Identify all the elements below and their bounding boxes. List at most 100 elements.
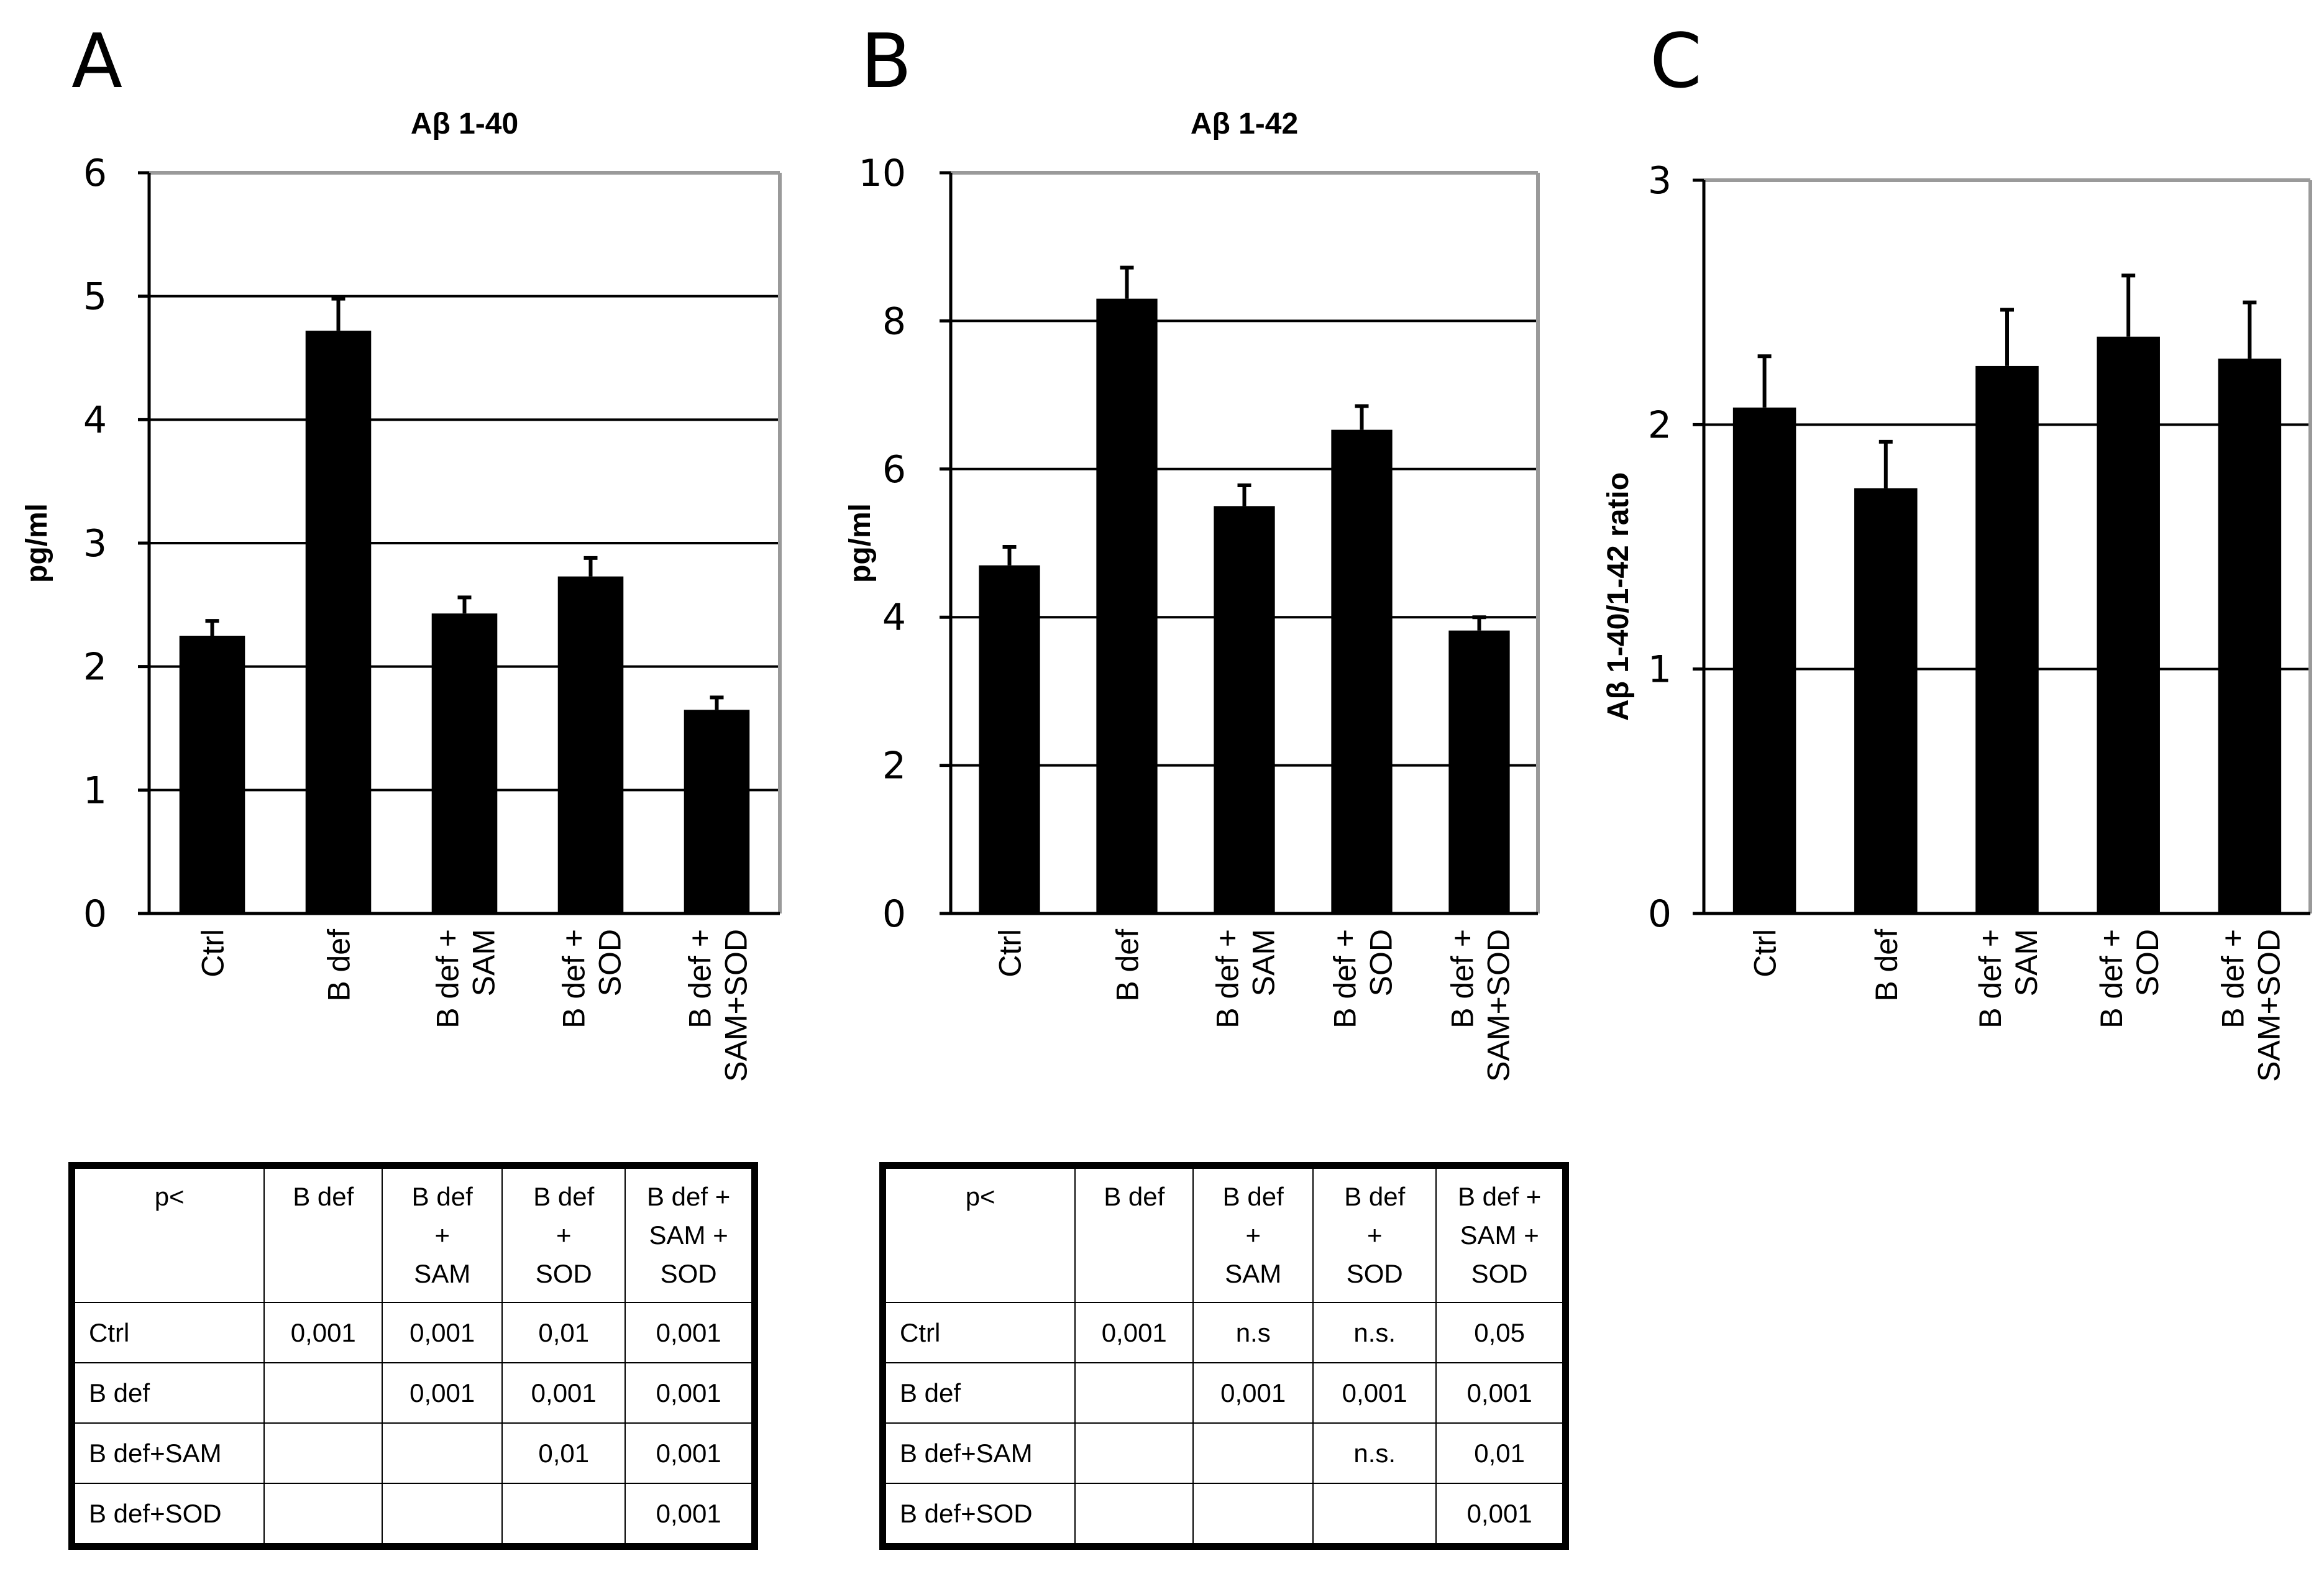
table-row: B def 0,001 0,001 0,001 bbox=[882, 1362, 1567, 1424]
bar bbox=[1854, 488, 1918, 913]
table-row: B def+SOD 0,001 bbox=[882, 1483, 1567, 1547]
x-tick-label: Ctrl bbox=[196, 929, 231, 977]
chart-title: Aβ 1-42 bbox=[1191, 108, 1298, 140]
table-cell bbox=[382, 1483, 503, 1547]
x-tick-label-line: SAM+SOD bbox=[2251, 929, 2286, 1082]
table-corner: p< bbox=[71, 1165, 265, 1303]
bar bbox=[1732, 407, 1796, 913]
y-tick-label: 2 bbox=[882, 744, 906, 788]
table-cell: 0,001 bbox=[624, 1483, 756, 1547]
column-header: B def + SAM + SOD bbox=[1435, 1165, 1567, 1303]
column-header: B def bbox=[263, 1165, 383, 1303]
y-tick-label: 0 bbox=[1648, 892, 1672, 936]
table-cell: 0,01 bbox=[501, 1422, 626, 1484]
y-tick-label: 5 bbox=[83, 275, 107, 319]
table-cell: 0,001 bbox=[1435, 1362, 1567, 1424]
table-cell: 0,001 bbox=[501, 1362, 626, 1424]
table-cell: 0,001 bbox=[1435, 1483, 1567, 1547]
bar bbox=[979, 565, 1040, 913]
y-tick-label: 2 bbox=[83, 646, 107, 689]
x-tick-label: B def +SAM+SOD bbox=[2215, 929, 2286, 1082]
x-tick-label-line: SAM+SOD bbox=[719, 929, 754, 1082]
y-tick-label: 10 bbox=[859, 152, 906, 195]
panel-label-b: B bbox=[861, 19, 912, 105]
table-cell bbox=[263, 1422, 383, 1484]
x-tick-label-line: B def + bbox=[557, 929, 592, 1028]
panel-label-a: A bbox=[71, 19, 122, 105]
bar bbox=[1096, 298, 1158, 913]
bar bbox=[1331, 429, 1393, 913]
row-header: B def+SOD bbox=[882, 1483, 1076, 1547]
x-tick-label-line: B def + bbox=[2215, 929, 2250, 1028]
x-tick-label: B def bbox=[1110, 929, 1145, 1002]
bar bbox=[557, 576, 624, 913]
table-header-row: p< B def B def + SAM B def + SOD B def +… bbox=[71, 1165, 756, 1303]
table-cell: 0,001 bbox=[624, 1362, 756, 1424]
column-header: B def bbox=[1074, 1165, 1194, 1303]
x-tick-label-line: Ctrl bbox=[1748, 929, 1783, 977]
x-tick-label-line: SOD bbox=[1364, 929, 1399, 996]
y-axis-label: Aβ 1-40/1-42 ratio bbox=[1602, 472, 1635, 721]
x-tick-label-line: B def + bbox=[1973, 929, 2008, 1028]
bar bbox=[684, 710, 750, 913]
table-cell: 0,001 bbox=[263, 1302, 383, 1363]
y-tick-label: 1 bbox=[1648, 648, 1672, 692]
table-cell: n.s bbox=[1192, 1302, 1314, 1363]
x-tick-label: B def +SAM+SOD bbox=[1445, 929, 1516, 1082]
row-header: B def+SAM bbox=[882, 1422, 1076, 1484]
x-tick-label-line: SAM+SOD bbox=[1481, 929, 1516, 1082]
column-header: B def + SAM + SOD bbox=[624, 1165, 756, 1303]
y-tick-label: 6 bbox=[882, 448, 906, 492]
table-cell bbox=[263, 1362, 383, 1424]
table-cell: 0,001 bbox=[1192, 1362, 1314, 1424]
x-tick-label: B def +SOD bbox=[557, 929, 628, 1028]
table-header-row: p< B def B def + SAM B def + SOD B def +… bbox=[882, 1165, 1567, 1303]
column-header: B def + SOD bbox=[1312, 1165, 1437, 1303]
table-cell: 0,001 bbox=[382, 1362, 503, 1424]
table-cell bbox=[1192, 1483, 1314, 1547]
x-tick-label-line: Ctrl bbox=[993, 929, 1028, 977]
table-row: B def+SAM n.s. 0,01 bbox=[882, 1422, 1567, 1484]
row-header: B def bbox=[882, 1362, 1076, 1424]
table-row: B def+SAM 0,01 0,001 bbox=[71, 1422, 756, 1484]
x-tick-label-line: B def + bbox=[683, 929, 718, 1028]
y-tick-label: 8 bbox=[882, 300, 906, 343]
table-row: B def 0,001 0,001 0,001 bbox=[71, 1362, 756, 1424]
y-tick-label: 6 bbox=[83, 152, 107, 195]
y-axis-label: pg/ml bbox=[844, 503, 877, 583]
x-tick-label: B def +SAM bbox=[431, 929, 501, 1028]
y-tick-label: 3 bbox=[83, 522, 107, 565]
bar bbox=[2218, 359, 2282, 913]
table-cell bbox=[1074, 1362, 1194, 1424]
row-header: Ctrl bbox=[882, 1302, 1076, 1363]
bar bbox=[305, 331, 372, 913]
pvalue-table-a: p< B def B def + SAM B def + SOD B def +… bbox=[68, 1162, 758, 1550]
x-tick-label: Ctrl bbox=[993, 929, 1028, 977]
chart-c: Ctrl B def B def +SAM B def +SOD B def +SAM+… bbox=[1602, 159, 2312, 1082]
table-cell: 0,001 bbox=[1074, 1302, 1194, 1363]
table-corner: p< bbox=[882, 1165, 1076, 1303]
column-header: B def + SOD bbox=[501, 1165, 626, 1303]
bar bbox=[1214, 506, 1275, 913]
table-cell: 0,001 bbox=[382, 1302, 503, 1363]
row-header: B def+SAM bbox=[71, 1422, 265, 1484]
x-tick-label-line: SAM bbox=[2009, 929, 2044, 996]
y-tick-label: 4 bbox=[83, 398, 107, 442]
y-axis-label: pg/ml bbox=[21, 503, 53, 583]
x-tick-label: Ctrl bbox=[1748, 929, 1783, 977]
x-tick-label: B def +SOD bbox=[2094, 929, 2165, 1028]
x-tick-label: B def bbox=[322, 929, 357, 1002]
bar bbox=[1448, 630, 1510, 913]
table-cell: 0,001 bbox=[624, 1302, 756, 1363]
x-tick-label-line: SOD bbox=[593, 929, 628, 996]
y-tick-label: 0 bbox=[882, 892, 906, 936]
table-row: B def+SOD 0,001 bbox=[71, 1483, 756, 1547]
bar bbox=[1975, 365, 2039, 913]
pvalue-table-b: p< B def B def + SAM B def + SOD B def +… bbox=[879, 1162, 1569, 1550]
x-tick-label: B def bbox=[1869, 929, 1904, 1002]
y-tick-label: 0 bbox=[83, 892, 107, 936]
x-tick-label-line: B def + bbox=[1328, 929, 1363, 1028]
panel-label-c: C bbox=[1650, 19, 1702, 105]
